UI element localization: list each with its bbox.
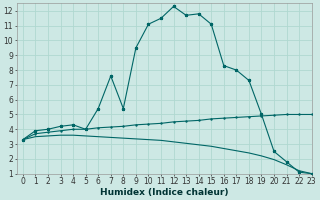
X-axis label: Humidex (Indice chaleur): Humidex (Indice chaleur) (100, 188, 228, 197)
